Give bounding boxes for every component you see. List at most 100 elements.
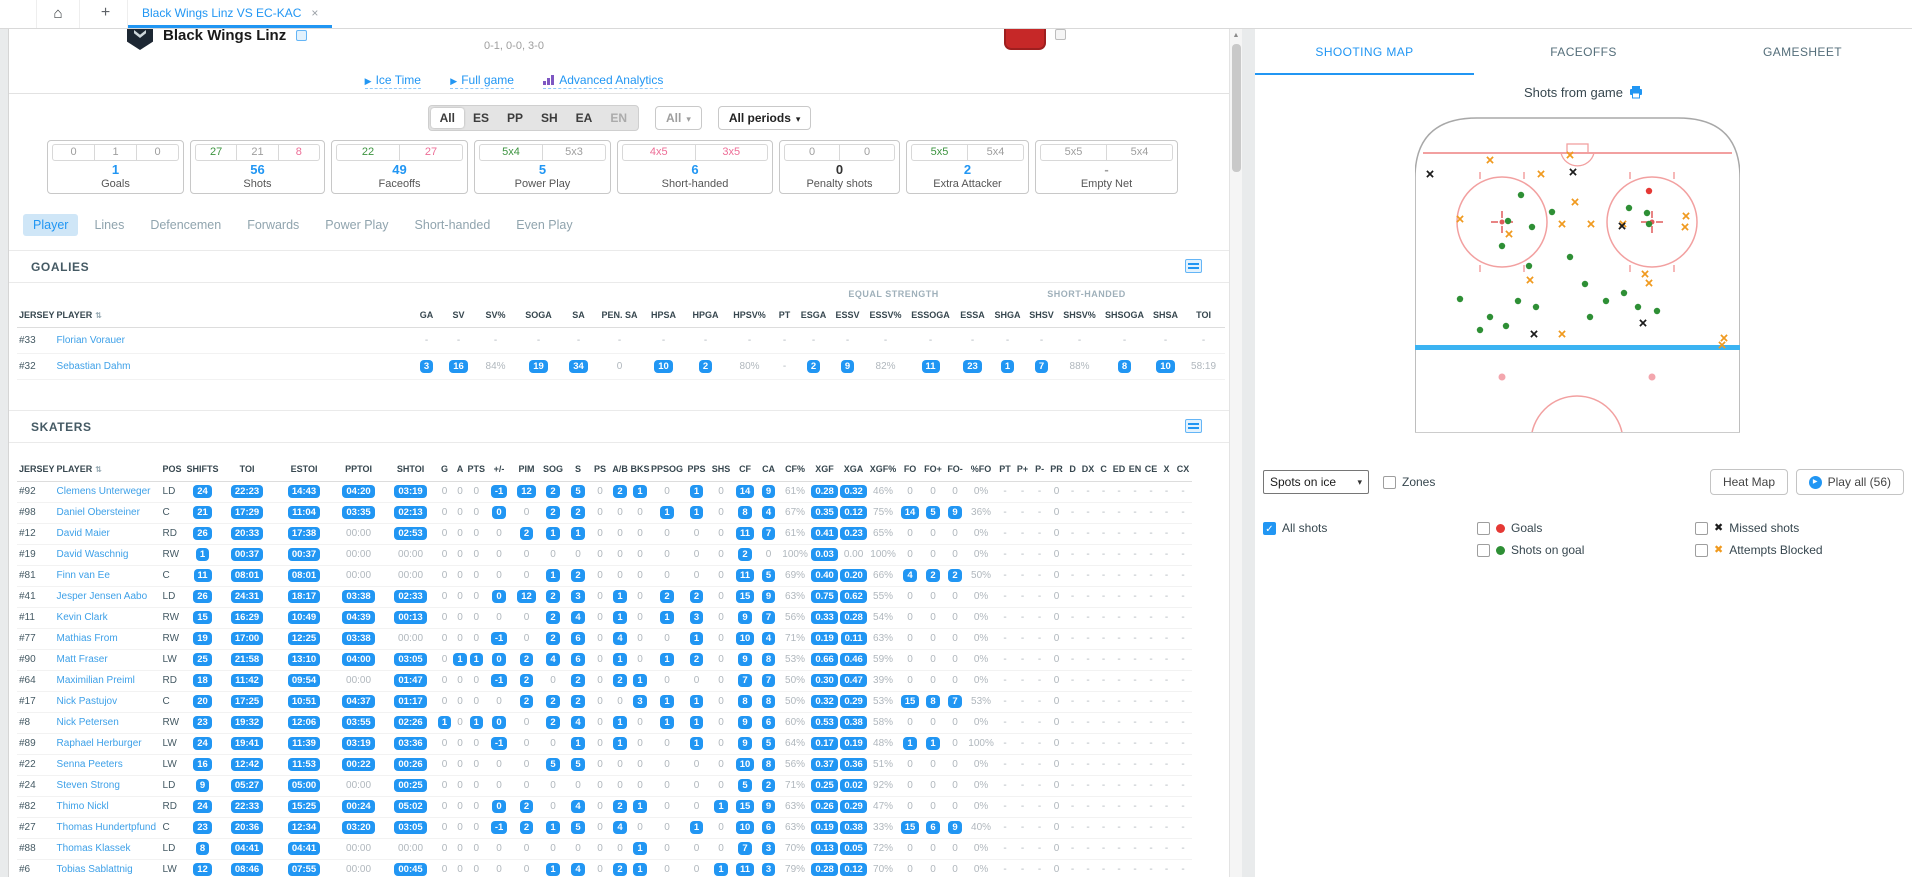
player-link[interactable]: Raphael Herburger (56, 738, 142, 749)
legend-item-missed-shots[interactable]: ✖ Missed shots (1695, 521, 1799, 535)
blocked-shot-marker[interactable] (1566, 151, 1574, 159)
missed-shot-marker[interactable] (1639, 319, 1647, 327)
blocked-shot-marker[interactable] (1641, 270, 1649, 278)
blocked-shot-marker[interactable] (1526, 276, 1534, 284)
scroll-up-icon[interactable]: ▲ (1232, 32, 1240, 39)
col-header-en[interactable]: EN (1128, 463, 1142, 474)
player-link[interactable]: Mathias From (56, 633, 118, 644)
col-header-c[interactable]: C (1100, 463, 1107, 474)
player-link[interactable]: Jesper Jensen Aabo (56, 591, 148, 602)
legend-item-all-shots[interactable]: ✓ All shots (1263, 521, 1327, 535)
col-header-sog[interactable]: SOG (543, 463, 564, 474)
player-link[interactable]: Daniel Obersteiner (56, 507, 140, 518)
blocked-shot-marker[interactable] (1645, 279, 1653, 287)
col-header-a[interactable]: A (456, 463, 464, 474)
scrollbar-thumb[interactable] (1232, 44, 1241, 172)
checkbox[interactable] (1477, 543, 1490, 557)
col-header-toi[interactable]: TOI (1196, 309, 1211, 320)
col-header-xgf[interactable]: XGF (815, 463, 834, 474)
player-link[interactable]: Nick Pastujov (56, 696, 118, 707)
shot-on-goal-marker[interactable] (1634, 303, 1642, 311)
legend-item-attempts-blocked[interactable]: ✖ Attempts Blocked (1695, 543, 1823, 557)
away-info-icon[interactable] (1055, 29, 1066, 40)
shot-on-goal-marker[interactable] (1502, 322, 1510, 330)
new-tab-button[interactable]: + (84, 0, 128, 28)
col-header-ed[interactable]: ED (1112, 463, 1126, 474)
col-header-shs[interactable]: SHS (711, 463, 731, 474)
advanced-analytics-link[interactable]: Advanced Analytics (543, 73, 664, 89)
player-link[interactable]: Thomas Klassek (56, 843, 131, 854)
tab-forwards[interactable]: Forwards (247, 218, 300, 232)
col-header-p[interactable]: P- (1035, 463, 1045, 474)
col-header-p[interactable]: P+ (1016, 463, 1029, 474)
col-header-cf[interactable]: CF (739, 463, 752, 474)
col-header-sv[interactable]: SV (452, 309, 465, 320)
col-header-sv[interactable]: SV% (485, 309, 506, 320)
col-header-ga[interactable]: GA (419, 309, 434, 320)
col-header-soga[interactable]: SOGA (525, 309, 552, 320)
player-link[interactable]: David Waschnig (56, 549, 129, 560)
col-header-cf[interactable]: CF% (785, 463, 806, 474)
shot-on-goal-marker[interactable] (1581, 280, 1589, 288)
strength-option-pp[interactable]: PP (506, 111, 523, 125)
col-header-hpga[interactable]: HPGA (692, 309, 719, 320)
close-icon[interactable]: × (311, 5, 319, 20)
strength-option-sh[interactable]: SH (540, 111, 558, 125)
strength-option-ea[interactable]: EA (575, 111, 593, 125)
shot-on-goal-marker[interactable] (1645, 220, 1653, 228)
shot-on-goal-marker[interactable] (1476, 326, 1484, 334)
missed-shot-marker[interactable] (1426, 170, 1434, 178)
col-header-essoga[interactable]: ESSOGA (911, 309, 950, 320)
shot-on-goal-marker[interactable] (1620, 289, 1628, 297)
col-header-estoi[interactable]: ESTOI (290, 463, 318, 474)
player-link[interactable]: David Maier (56, 528, 110, 539)
col-header-pt[interactable]: PT (999, 463, 1011, 474)
missed-shot-marker[interactable] (1569, 168, 1577, 176)
shot-on-goal-marker[interactable] (1643, 209, 1651, 217)
col-header-pim[interactable]: PIM (518, 463, 535, 474)
ice-time-link[interactable]: ▶ Ice Time (364, 73, 421, 89)
col-header-x[interactable]: X (1163, 463, 1170, 474)
checkbox[interactable] (1695, 543, 1708, 557)
blocked-shot-marker[interactable] (1681, 223, 1689, 231)
col-header-shifts[interactable]: SHIFTS (186, 463, 219, 474)
vertical-scrollbar[interactable]: ▲ (1229, 29, 1242, 877)
missed-shot-marker[interactable] (1530, 330, 1538, 338)
shot-on-goal-marker[interactable] (1486, 313, 1494, 321)
blocked-shot-marker[interactable] (1571, 198, 1579, 206)
strength-option-es[interactable]: ES (472, 111, 489, 125)
col-header-shtoi[interactable]: SHTOI (396, 463, 425, 474)
player-link[interactable]: Senna Peeters (56, 759, 123, 770)
col-header-fo[interactable]: %FO (970, 463, 992, 474)
tab-shooting-map[interactable]: SHOOTING MAP (1255, 29, 1474, 75)
zones-checkbox[interactable] (1383, 475, 1396, 489)
col-header-ab[interactable]: A/B (612, 463, 628, 474)
printer-icon[interactable] (1629, 86, 1643, 99)
blocked-shot-marker[interactable] (1587, 220, 1595, 228)
player-link[interactable]: Nick Petersen (56, 717, 119, 728)
col-header-bks[interactable]: BKS (630, 463, 650, 474)
strength-option-all[interactable]: All (430, 108, 464, 128)
strength-option-en[interactable]: EN (610, 111, 627, 125)
shot-on-goal-marker[interactable] (1456, 295, 1464, 303)
col-header-shsv[interactable]: SHSV% (1063, 309, 1096, 320)
shot-on-goal-marker[interactable] (1528, 223, 1536, 231)
shot-on-goal-marker[interactable] (1602, 297, 1610, 305)
all-filter-dropdown[interactable]: All ▾ (654, 106, 702, 130)
shot-on-goal-marker[interactable] (1498, 242, 1506, 250)
shot-on-goal-marker[interactable] (1517, 191, 1525, 199)
col-header-ce[interactable]: CE (1144, 463, 1158, 474)
col-header-shsa[interactable]: SHSA (1153, 309, 1179, 320)
spots-mode-select[interactable]: Spots on ice ▾ (1263, 470, 1369, 494)
shot-markers[interactable] (1426, 151, 1728, 349)
checkbox-checked[interactable]: ✓ (1263, 521, 1276, 535)
goal-marker[interactable] (1645, 187, 1653, 195)
shot-on-goal-marker[interactable] (1625, 204, 1633, 212)
col-header-ca[interactable]: CA (762, 463, 776, 474)
shot-on-goal-marker[interactable] (1653, 307, 1661, 315)
col-header-esga[interactable]: ESGA (800, 309, 827, 320)
zones-checkbox-row[interactable]: Zones (1383, 475, 1435, 489)
col-header-dx[interactable]: DX (1081, 463, 1095, 474)
heat-map-button[interactable]: Heat Map (1709, 469, 1788, 495)
col-header-player[interactable]: PLAYER ⇅ (56, 309, 102, 320)
